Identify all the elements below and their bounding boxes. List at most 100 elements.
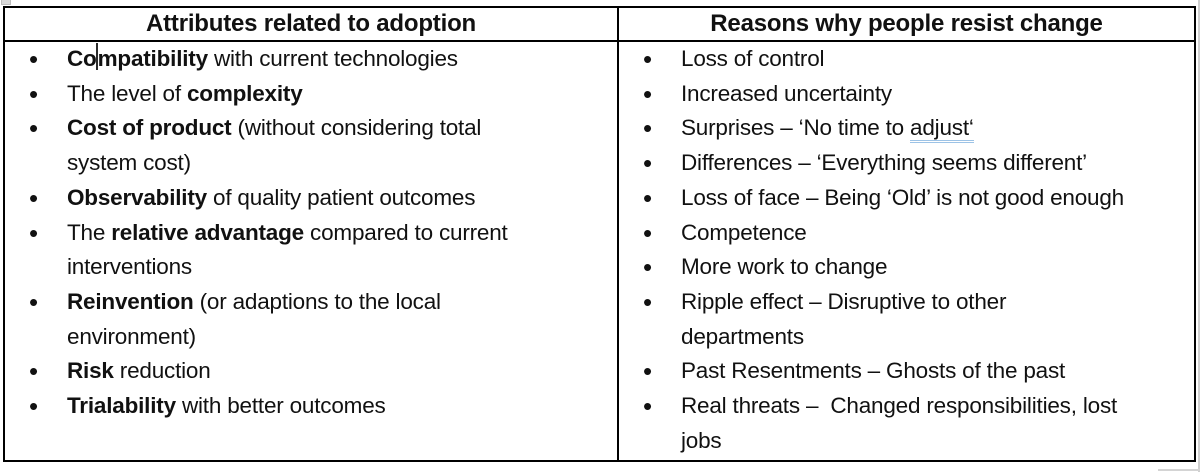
text-run: with current technologies <box>207 46 458 71</box>
text-run: Surprises – ‘No time to <box>681 115 911 141</box>
bullet-icon: • <box>643 217 652 248</box>
text-line: Risk reduction <box>67 354 617 389</box>
text-cursor <box>95 43 98 70</box>
list-item: • Loss of face – Being ‘Old’ is not good … <box>619 181 1194 216</box>
text-line: Reinvention (or adaptions to the local <box>67 285 617 320</box>
text-run: (or adaptions to the local <box>193 288 441 314</box>
text-line: The level of complexity <box>67 77 617 112</box>
text-run: complexity <box>186 80 303 106</box>
list-item: • More work to change <box>619 250 1194 285</box>
text-run: interventions <box>67 254 192 280</box>
text-run: with better outcomes <box>175 393 386 419</box>
text-line: Loss of control <box>681 42 1194 77</box>
text-run: Loss of control <box>681 46 825 71</box>
bullet-icon: • <box>643 391 652 422</box>
text-run: reduction <box>113 358 211 384</box>
text-run: Reinvention <box>67 288 194 314</box>
text-run: compared to current <box>303 219 508 245</box>
text-line: environment) <box>67 320 617 355</box>
list-item: • Trialability with better outcomes <box>5 389 617 424</box>
text-line: departments <box>681 320 1194 355</box>
bullet-icon: • <box>29 391 38 422</box>
list-item: • Reinvention (or adaptions to the local e… <box>5 285 617 354</box>
page-edge-line <box>1198 0 1200 472</box>
bullet-icon: • <box>29 44 38 74</box>
text-line: The relative advantage compared to curre… <box>67 216 617 251</box>
adoption-attributes-list: • Compatibility with current technologies… <box>5 42 617 424</box>
bullet-icon: • <box>643 252 652 283</box>
text-run: (without considering total <box>231 115 482 141</box>
list-item: • Compatibility with current technologies <box>5 42 617 77</box>
text-run: The <box>67 219 112 245</box>
adoption-attributes-cell[interactable]: • Compatibility with current technologies… <box>5 42 619 460</box>
text-line: Compatibility with current technologies <box>67 42 617 77</box>
text-run: mpatibility <box>97 46 209 71</box>
text-run: Ripple effect – Disruptive to other <box>681 288 1007 314</box>
spellcheck-underlined-text: adjust‘ <box>910 115 974 144</box>
bullet-icon: • <box>643 44 652 74</box>
list-item: • Loss of control <box>619 42 1194 77</box>
text-run: system cost) <box>67 150 191 176</box>
list-item: • Differences – ‘Everything seems differe… <box>619 146 1194 181</box>
text-run: Risk <box>67 358 114 384</box>
screen-corner-artifact <box>1 0 11 5</box>
bullet-icon: • <box>29 356 38 387</box>
list-item: • The relative advantage compared to curr… <box>5 216 617 285</box>
text-run: Trialability <box>67 393 176 419</box>
text-run: Increased uncertainty <box>681 80 892 106</box>
bullet-icon: • <box>643 182 652 213</box>
text-line: Past Resentments – Ghosts of the past <box>681 354 1194 389</box>
bullet-icon: • <box>29 113 38 144</box>
list-item: • Real threats – Changed responsibilities… <box>619 389 1194 458</box>
bullet-icon: • <box>643 113 652 144</box>
text-run: Co <box>67 46 97 71</box>
resistance-reasons-list: • Loss of control • Increased uncertainty • S… <box>619 42 1194 458</box>
text-run: Real threats – Changed responsibilities,… <box>681 393 1118 419</box>
text-line: Real threats – Changed responsibilities,… <box>681 389 1194 424</box>
text-line: More work to change <box>681 250 1194 285</box>
text-run: environment) <box>67 323 196 349</box>
text-line: Surprises – ‘No time to adjust‘ <box>681 111 1194 146</box>
page-edge-fragment <box>1158 469 1200 471</box>
header-attributes-adoption: Attributes related to adoption <box>5 8 619 42</box>
header-reasons-resist-change: Reasons why people resist change <box>619 8 1194 42</box>
text-line: Increased uncertainty <box>681 77 1194 112</box>
text-run: Past Resentments – Ghosts of the past <box>681 358 1066 384</box>
adoption-resistance-table: Attributes related to adoption Reasons w… <box>3 6 1196 462</box>
text-line: system cost) <box>67 146 617 181</box>
text-line: jobs <box>681 424 1194 459</box>
list-item: • Observability of quality patient outcom… <box>5 181 617 216</box>
list-item: • Increased uncertainty <box>619 77 1194 112</box>
text-run: More work to change <box>681 254 888 280</box>
bullet-icon: • <box>29 217 38 248</box>
list-item: • Past Resentments – Ghosts of the past <box>619 354 1194 389</box>
text-line: Differences – ‘Everything seems differen… <box>681 146 1194 181</box>
list-item: • The level of complexity <box>5 77 617 112</box>
text-line: Ripple effect – Disruptive to other <box>681 285 1194 320</box>
text-line: Trialability with better outcomes <box>67 389 617 424</box>
text-run: Competence <box>681 219 807 245</box>
bullet-icon: • <box>643 148 652 179</box>
text-run: The level of <box>67 80 187 106</box>
text-run: departments <box>681 323 804 349</box>
text-run: jobs <box>681 427 722 453</box>
list-item: • Competence <box>619 216 1194 251</box>
text-run: Differences – ‘Everything seems differen… <box>681 150 1087 176</box>
bullet-icon: • <box>29 182 38 213</box>
resistance-reasons-cell[interactable]: • Loss of control • Increased uncertainty • S… <box>619 42 1194 460</box>
text-line: Cost of product (without considering tot… <box>67 111 617 146</box>
text-run: Observability <box>67 184 207 210</box>
text-line: interventions <box>67 250 617 285</box>
text-line: Competence <box>681 216 1194 251</box>
bullet-icon: • <box>29 78 38 109</box>
text-run: Loss of face – Being ‘Old’ is not good e… <box>681 184 1124 210</box>
text-run: Cost of product <box>67 115 232 141</box>
bullet-icon: • <box>643 356 652 387</box>
text-run: relative advantage <box>111 219 304 245</box>
text-line: Observability of quality patient outcome… <box>67 181 617 216</box>
text-line: Loss of face – Being ‘Old’ is not good e… <box>681 181 1194 216</box>
list-item: • Cost of product (without considering to… <box>5 111 617 180</box>
list-item: • Ripple effect – Disruptive to other depa… <box>619 285 1194 354</box>
bullet-icon: • <box>643 78 652 109</box>
